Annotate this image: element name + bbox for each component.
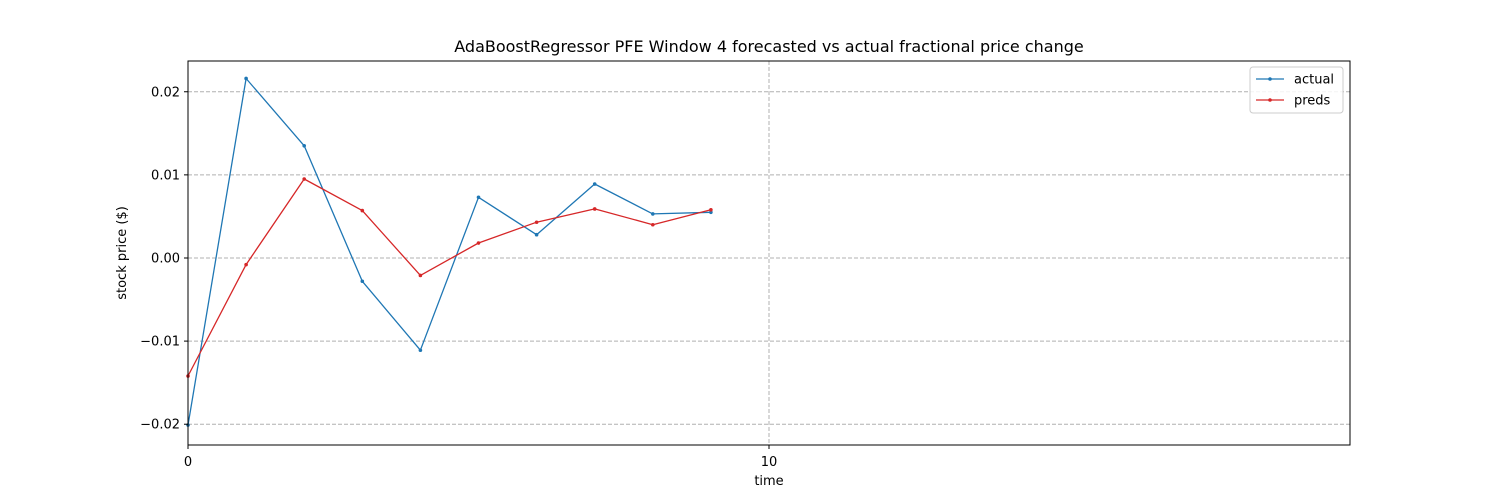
data-point-actual: [302, 143, 307, 148]
series-lines: [186, 76, 713, 427]
data-point-preds: [302, 177, 307, 181]
series-line-actual: [187, 77, 711, 426]
data-point-actual: [476, 195, 481, 200]
series-actual: [186, 76, 713, 427]
data-point-preds: [244, 262, 248, 267]
data-point-actual: [709, 210, 713, 215]
data-point-actual: [244, 76, 248, 81]
data-point-preds: [534, 220, 539, 225]
data-point-actual: [592, 182, 597, 186]
grid-lines: [187, 61, 1350, 445]
data-point-preds: [360, 208, 365, 213]
y-tick-label: 0.02: [151, 85, 180, 100]
data-point-preds: [592, 207, 597, 211]
data-point-actual: [534, 232, 539, 237]
y-tick-label: 0.00: [151, 251, 180, 266]
data-point-actual: [418, 348, 423, 353]
data-point-preds: [651, 222, 655, 227]
y-tick-label: 0.01: [151, 168, 180, 183]
legend-label-preds: preds: [1294, 94, 1331, 109]
chart-title: AdaBoostRegressor PFE Window 4 forecaste…: [454, 37, 1083, 56]
y-tick-label: −0.02: [140, 418, 180, 433]
legend-marker-actual: [1268, 77, 1272, 81]
legend-label-actual: actual: [1294, 73, 1334, 88]
x-tick-label: 10: [761, 455, 778, 470]
y-tick-label: −0.01: [140, 335, 180, 350]
y-axis-label: stock price ($): [115, 206, 130, 300]
legend-entry-actual: actual: [1256, 73, 1334, 88]
series-line-preds: [187, 178, 712, 377]
data-point-actual: [651, 212, 655, 216]
x-axis-label: time: [754, 474, 783, 489]
x-tick-label: 0: [184, 455, 192, 470]
data-point-preds: [476, 241, 481, 245]
legend: actual preds: [1249, 66, 1344, 114]
legend-marker-preds: [1268, 98, 1272, 102]
series-preds: [186, 177, 713, 378]
data-point-preds: [709, 207, 713, 212]
legend-entry-preds: preds: [1256, 94, 1331, 109]
axis-ticks: −0.02 −0.01 0.00 0.01 0.02 0 10: [140, 85, 777, 470]
data-point-actual: [360, 279, 365, 284]
data-point-preds: [418, 273, 423, 278]
